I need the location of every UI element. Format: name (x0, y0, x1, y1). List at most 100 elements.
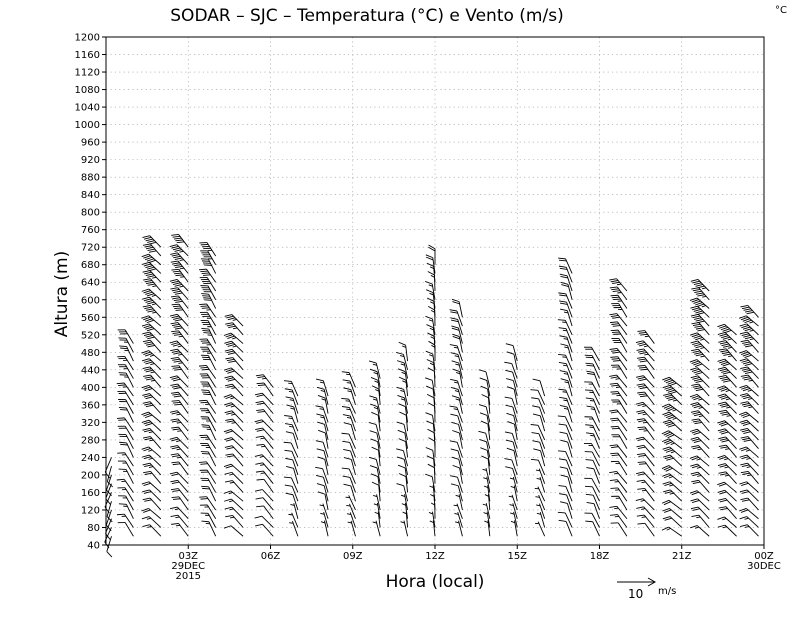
barb-feather (170, 348, 178, 352)
barb-feather (451, 298, 460, 303)
barb-feather (692, 438, 700, 442)
barb-shaft (697, 410, 710, 423)
barb-feather (718, 483, 727, 487)
barb-feather (174, 257, 183, 260)
wind-barb (717, 516, 737, 528)
wind-barb (368, 360, 381, 379)
barb-feather (142, 270, 151, 273)
barb-feather (225, 357, 233, 360)
barb-shaft (566, 503, 573, 519)
wind-barb (536, 477, 546, 493)
wind-barb (171, 400, 189, 414)
wind-barb (171, 496, 189, 511)
barb-feather (172, 428, 181, 431)
barb-shaft (149, 235, 162, 248)
barb-feather (504, 361, 512, 364)
barb-shaft (698, 383, 710, 397)
wind-barb (558, 292, 573, 309)
y-tick-label: 760 (81, 225, 100, 236)
barb-feather (505, 404, 513, 408)
barb-feather (691, 403, 700, 407)
barb-feather (452, 301, 460, 305)
barb-half-feather (641, 516, 646, 518)
barb-shaft (348, 495, 356, 511)
barb-feather (286, 466, 294, 469)
barb-feather (611, 393, 620, 395)
barb-feather (558, 353, 566, 356)
wind-barb (224, 375, 244, 388)
barb-shaft (177, 322, 189, 336)
barb-shaft (263, 409, 274, 423)
barb-feather (368, 456, 377, 460)
barb-feather (106, 489, 112, 497)
barb-shaft (513, 511, 518, 528)
barb-feather (719, 473, 728, 476)
barb-shaft (642, 498, 655, 511)
barb-feather (720, 388, 729, 392)
barb-shaft (537, 521, 546, 537)
barb-half-feather (401, 371, 406, 375)
barb-shaft (591, 478, 600, 493)
barb-shaft (512, 468, 518, 484)
barb-shaft (377, 415, 381, 432)
barb-feather (148, 259, 156, 264)
grid-lines (106, 37, 764, 545)
barb-shaft (124, 425, 134, 441)
barb-feather (611, 454, 620, 457)
wind-barb (200, 319, 217, 336)
wind-barb (170, 348, 189, 362)
wind-barb (142, 427, 162, 441)
wind-barb (717, 481, 737, 493)
barb-feather (144, 353, 153, 357)
barb-shaft (433, 362, 436, 379)
wind-barb (169, 471, 189, 485)
barb-shaft (644, 330, 655, 344)
barb-feather (286, 404, 294, 408)
barb-feather (559, 267, 568, 270)
barb-feather (743, 396, 751, 400)
barb-feather (257, 410, 266, 413)
barb-shaft (206, 434, 217, 449)
barb-feather (609, 382, 618, 385)
barb-shaft (323, 450, 329, 467)
barb-shaft (230, 429, 244, 441)
barb-feather (142, 366, 151, 370)
barb-feather (170, 260, 179, 263)
barb-feather (145, 273, 154, 277)
wind-barb (718, 375, 737, 388)
barb-half-feather (744, 517, 749, 520)
wind-barb (584, 512, 600, 528)
barb-shaft (376, 406, 381, 423)
barb-feather (559, 259, 567, 262)
barb-feather (450, 311, 458, 314)
barb-feather (531, 432, 540, 435)
wind-barb (143, 278, 162, 292)
wind-barb (609, 505, 628, 520)
barb-feather (171, 523, 179, 525)
barb-feather (257, 384, 266, 386)
barb-shaft (208, 355, 217, 371)
wind-barb (504, 458, 518, 476)
wind-barb (170, 453, 189, 467)
barb-shaft (106, 536, 112, 552)
wind-barb (478, 430, 491, 449)
barb-feather (666, 457, 674, 461)
wind-barb (559, 335, 573, 353)
barb-shaft (377, 476, 381, 493)
barb-feather (697, 294, 705, 297)
barb-feather (739, 411, 747, 416)
barb-shaft (376, 397, 381, 414)
wind-barb (739, 516, 759, 528)
barb-shaft (669, 385, 683, 397)
barb-shaft (644, 365, 655, 379)
barb-shaft (148, 446, 162, 458)
barb-feather (664, 482, 672, 487)
barb-feather (450, 413, 458, 417)
wind-barb (637, 426, 655, 441)
wind-barb (225, 514, 244, 528)
barb-feather (105, 524, 112, 532)
wind-barb (690, 367, 710, 379)
wind-barb (506, 351, 518, 370)
barb-shaft (485, 503, 491, 519)
wind-barb (142, 489, 162, 502)
